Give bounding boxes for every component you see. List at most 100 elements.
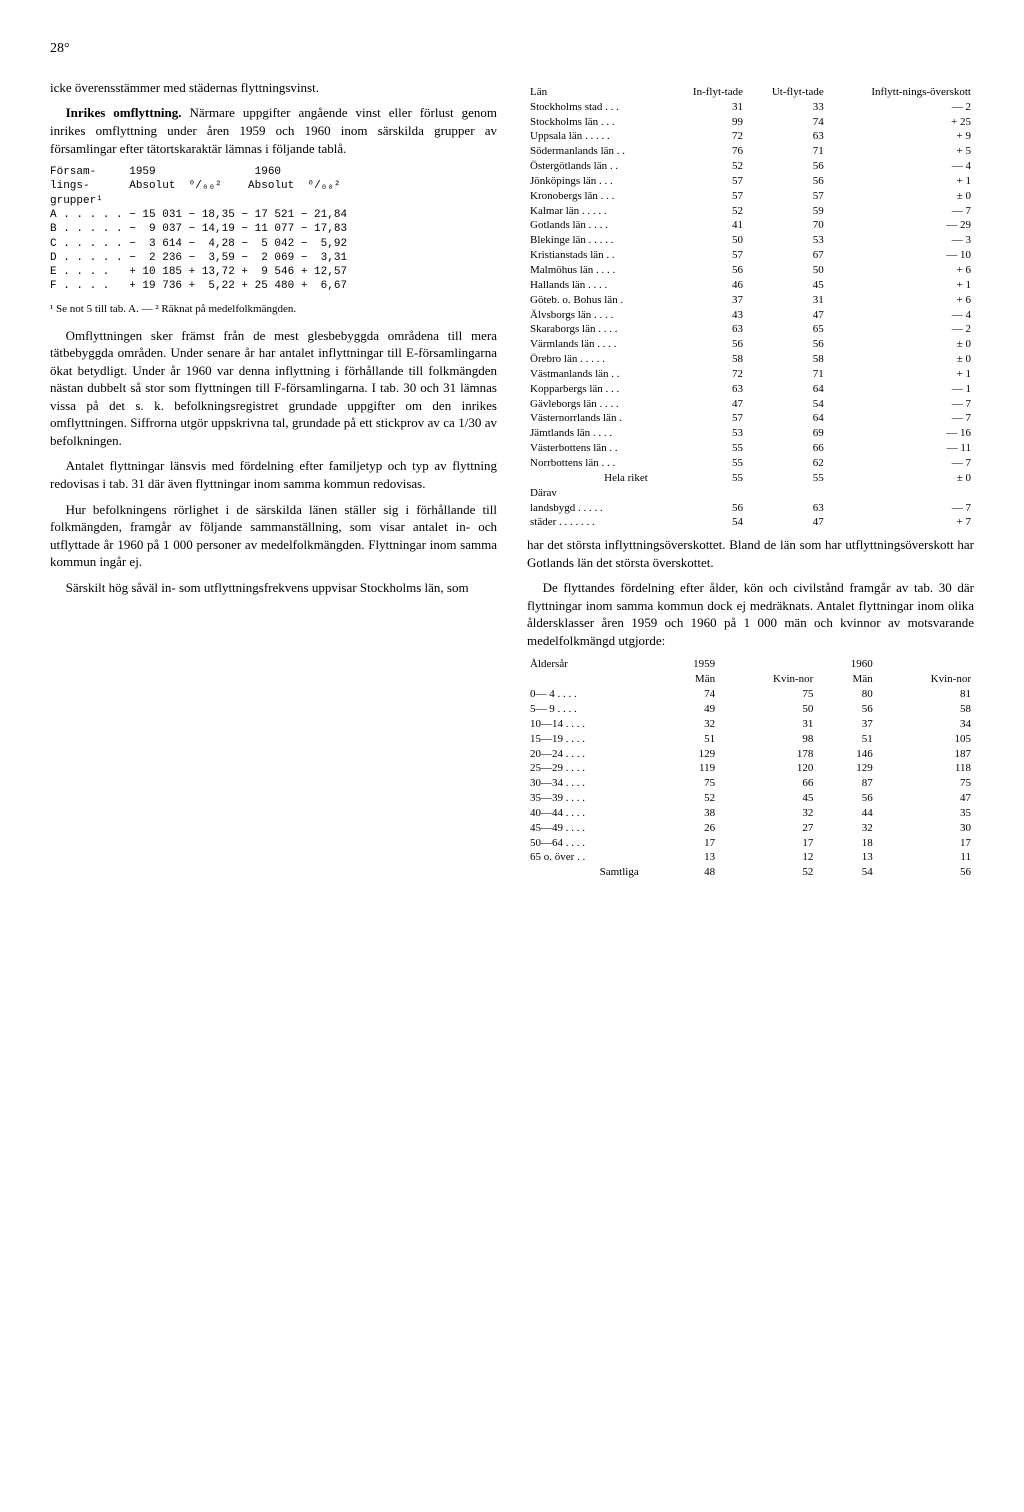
cell: 30 <box>876 821 974 836</box>
cell: 50 <box>746 263 827 278</box>
table-row: Jönköpings län . . .5756+ 1 <box>527 174 974 189</box>
cell: 118 <box>876 761 974 776</box>
cell: + 6 <box>827 263 974 278</box>
cell: 58 <box>668 352 746 367</box>
col-header: Län <box>527 85 668 100</box>
cell: 11 <box>876 850 974 865</box>
table-row: Hallands län . . . .4645+ 1 <box>527 278 974 293</box>
cell: 51 <box>659 732 718 747</box>
col-header: Ut-flyt-tade <box>746 85 827 100</box>
cell: 56 <box>746 174 827 189</box>
cell: 31 <box>718 717 816 732</box>
table-row: Kopparbergs län . . .6364— 1 <box>527 382 974 397</box>
cell: Södermanlands län . . <box>527 144 668 159</box>
cell: 99 <box>668 115 746 130</box>
table-header-row: Åldersår 1959 1960 <box>527 657 974 672</box>
cell: Norrbottens län . . . <box>527 456 668 471</box>
cell: ± 0 <box>827 471 974 486</box>
cell: 33 <box>746 100 827 115</box>
cell: 34 <box>876 717 974 732</box>
cell: 50—64 . . . . <box>527 836 659 851</box>
cell: — 10 <box>827 248 974 263</box>
cell: 55 <box>668 441 746 456</box>
col-header: Inflytt-nings-överskott <box>827 85 974 100</box>
cell: 38 <box>659 806 718 821</box>
cell: 32 <box>816 821 875 836</box>
cell: 65 <box>746 322 827 337</box>
forsamling-table: Försam- 1959 1960 lings- Absolut ⁰/₀₀² A… <box>50 165 497 294</box>
lan-table: Län In-flyt-tade Ut-flyt-tade Inflytt-ni… <box>527 85 974 530</box>
col-subheader: Män <box>659 672 718 687</box>
col-subheader: Kvin-nor <box>876 672 974 687</box>
cell: 75 <box>659 776 718 791</box>
page-number: 28° <box>50 40 974 59</box>
cell: Kristianstads län . . <box>527 248 668 263</box>
cell: ± 0 <box>827 337 974 352</box>
col-header: In-flyt-tade <box>668 85 746 100</box>
cell: + 1 <box>827 367 974 382</box>
cell: Västernorrlands län . <box>527 411 668 426</box>
table-row: Östergötlands län . .5256— 4 <box>527 159 974 174</box>
cell: Västmanlands län . . <box>527 367 668 382</box>
col-header: 1959 <box>659 657 718 672</box>
table-row: 15—19 . . . .519851105 <box>527 732 974 747</box>
table-row: Kristianstads län . .5767— 10 <box>527 248 974 263</box>
cell: 50 <box>718 702 816 717</box>
table-total-row: Hela riket5555± 0 <box>527 471 974 486</box>
cell: 71 <box>746 144 827 159</box>
cell: städer . . . . . . . <box>527 515 668 530</box>
cell: 54 <box>668 515 746 530</box>
left-column: icke överensstämmer med städernas flyttn… <box>50 79 497 886</box>
cell: 32 <box>718 806 816 821</box>
cell: + 7 <box>827 515 974 530</box>
cell: 105 <box>876 732 974 747</box>
cell: 10—14 . . . . <box>527 717 659 732</box>
cell: 54 <box>746 397 827 412</box>
cell: 66 <box>718 776 816 791</box>
table-row: Norrbottens län . . .5562— 7 <box>527 456 974 471</box>
cell: 62 <box>746 456 827 471</box>
cell: — 29 <box>827 218 974 233</box>
cell: 56 <box>816 702 875 717</box>
cell: 32 <box>659 717 718 732</box>
cell: 0— 4 . . . . <box>527 687 659 702</box>
cell: — 16 <box>827 426 974 441</box>
cell: 87 <box>816 776 875 791</box>
cell: 13 <box>659 850 718 865</box>
table-row: Södermanlands län . .7671+ 5 <box>527 144 974 159</box>
table-row: Kalmar län . . . . .5259— 7 <box>527 204 974 219</box>
cell: Därav <box>527 486 668 501</box>
paragraph: De flyttandes fördelning efter ålder, kö… <box>527 579 974 649</box>
paragraph: icke överensstämmer med städernas flyttn… <box>50 79 497 97</box>
cell: 31 <box>668 100 746 115</box>
table-subheader-row: Män Kvin-nor Män Kvin-nor <box>527 672 974 687</box>
table-row: 40—44 . . . .38324435 <box>527 806 974 821</box>
cell: 63 <box>668 382 746 397</box>
cell: 45 <box>746 278 827 293</box>
col-header <box>718 657 816 672</box>
cell: Samtliga <box>527 865 659 880</box>
cell: Stockholms län . . . <box>527 115 668 130</box>
cell: — 2 <box>827 322 974 337</box>
cell: 63 <box>746 501 827 516</box>
table-row: Malmöhus län . . . .5650+ 6 <box>527 263 974 278</box>
paragraph: Hur befolkningens rörlighet i de särskil… <box>50 501 497 571</box>
cell: 48 <box>659 865 718 880</box>
cell: + 5 <box>827 144 974 159</box>
cell: 18 <box>816 836 875 851</box>
cell: 12 <box>718 850 816 865</box>
table-row: Västmanlands län . .7271+ 1 <box>527 367 974 382</box>
cell: 63 <box>668 322 746 337</box>
cell: Göteb. o. Bohus län . <box>527 293 668 308</box>
cell: + 1 <box>827 278 974 293</box>
cell: Östergötlands län . . <box>527 159 668 174</box>
cell: 120 <box>718 761 816 776</box>
cell: 55 <box>668 456 746 471</box>
cell: 26 <box>659 821 718 836</box>
table-row: Uppsala län . . . . .7263+ 9 <box>527 129 974 144</box>
cell: 55 <box>668 471 746 486</box>
table-row: 20—24 . . . .129178146187 <box>527 747 974 762</box>
cell: 37 <box>816 717 875 732</box>
cell: + 1 <box>827 174 974 189</box>
paragraph: har det största inflyttningsöverskottet.… <box>527 536 974 571</box>
